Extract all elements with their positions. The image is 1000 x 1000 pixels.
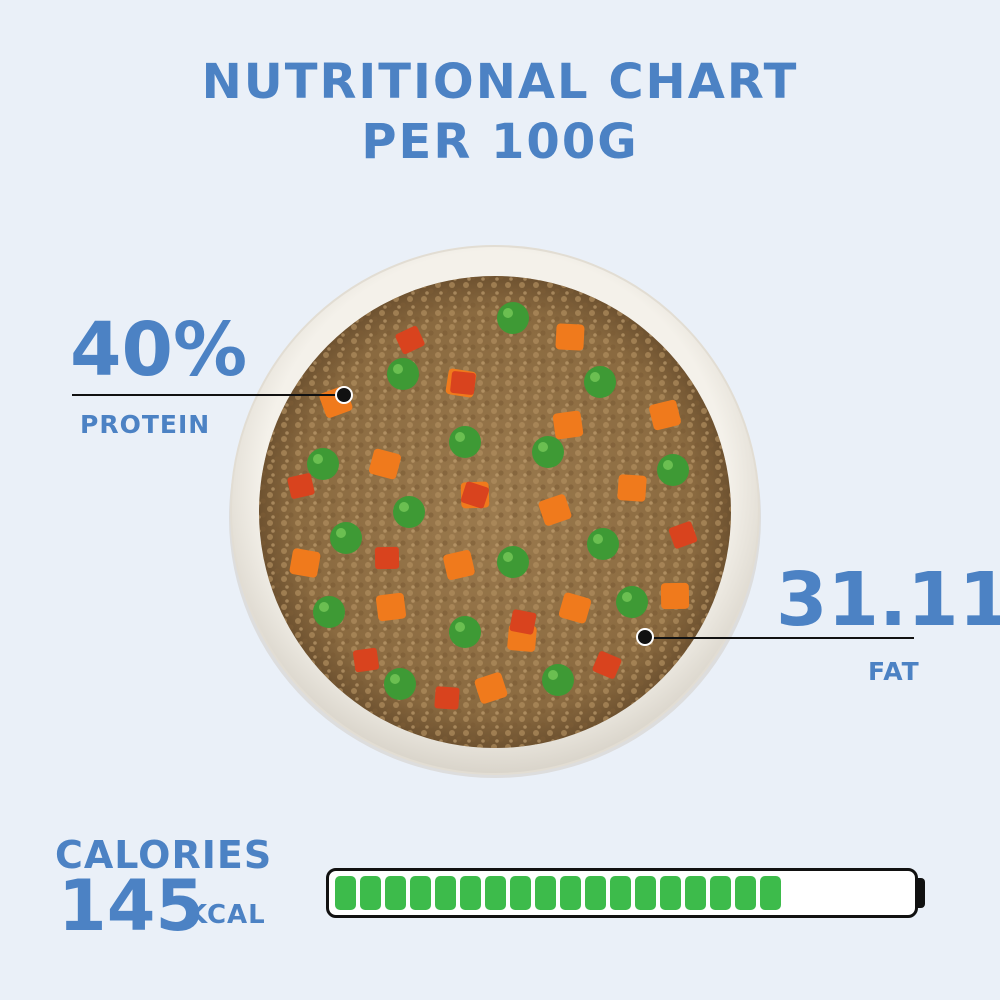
battery-segment [710,876,731,910]
pea [330,522,362,554]
pea-highlight [313,454,323,464]
pepper-piece [509,609,537,635]
pea-highlight [399,502,409,512]
carrot-cube [552,410,584,440]
pea [387,358,419,390]
battery-segment [385,876,406,910]
pea [497,546,529,578]
pepper-piece [434,686,460,710]
fat-value: 31.11 [776,557,1000,643]
carrot-cube [375,592,407,622]
battery-segment [635,876,656,910]
pea-highlight [393,364,403,374]
pepper-piece [592,651,622,679]
pea [616,586,648,618]
pea-highlight [336,528,346,538]
pea [497,302,529,334]
battery-segment [660,876,681,910]
battery-segment [535,876,556,910]
battery-cap [916,878,925,908]
pepper-piece [374,546,400,570]
pea-highlight [455,432,465,442]
pepper-piece [352,647,380,673]
carrot-cube [538,494,572,526]
fat-leader-line [646,637,914,639]
pea-highlight [593,534,603,544]
carrot-cube [558,592,592,624]
title-line-2: PER 100G [361,114,639,170]
calorie-battery-bar [326,868,918,918]
pea [532,436,564,468]
title-line-1: NUTRITIONAL CHART [201,54,799,110]
bowl-illustration [229,245,761,778]
pea-highlight [390,674,400,684]
pepper-piece [460,481,490,509]
battery-segment [760,876,781,910]
pea-highlight [503,552,513,562]
battery-segment [410,876,431,910]
pea [449,426,481,458]
carrot-cube [617,474,647,502]
carrot-cube [369,448,401,480]
battery-segment [610,876,631,910]
pea [587,528,619,560]
battery-fill [335,876,781,910]
page-title: NUTRITIONAL CHART PER 100G [0,52,1000,172]
protein-value: 40% [70,307,248,393]
pea-highlight [548,670,558,680]
pepper-piece [395,325,425,355]
battery-segment [685,876,706,910]
carrot-cube [649,399,681,431]
battery-segment [360,876,381,910]
pea-highlight [622,592,632,602]
pea-highlight [455,622,465,632]
pea-highlight [319,602,329,612]
pea [313,596,345,628]
battery-segment [435,876,456,910]
carrot-cube [289,548,321,578]
battery-segment [585,876,606,910]
pea [542,664,574,696]
fat-label: FAT [868,657,920,686]
battery-segment [510,876,531,910]
battery-segment [735,876,756,910]
carrot-cube [474,672,508,704]
carrot-cube [555,323,585,351]
carrot-cube [660,582,690,610]
pea [307,448,339,480]
vegetables [287,302,698,710]
protein-label: PROTEIN [80,410,211,439]
pepper-piece [450,371,476,395]
calories-value: 145 [58,865,205,947]
battery-segment [460,876,481,910]
pea-highlight [590,372,600,382]
battery-segment [560,876,581,910]
pea [657,454,689,486]
battery-segment [335,876,356,910]
carrot-cube [443,549,475,581]
food-bowl-image [225,240,765,780]
pea-highlight [538,442,548,452]
protein-marker-dot [335,386,353,404]
pepper-piece [287,473,315,499]
pea-highlight [503,308,513,318]
protein-leader-line [72,394,344,396]
calories-label: CALORIES [55,833,273,877]
pea-highlight [663,460,673,470]
fat-marker-dot [636,628,654,646]
pea [449,616,481,648]
battery-segment [485,876,506,910]
pea [384,668,416,700]
pea [584,366,616,398]
pea [393,496,425,528]
calories-unit: KCAL [187,900,266,930]
pepper-piece [668,521,698,549]
